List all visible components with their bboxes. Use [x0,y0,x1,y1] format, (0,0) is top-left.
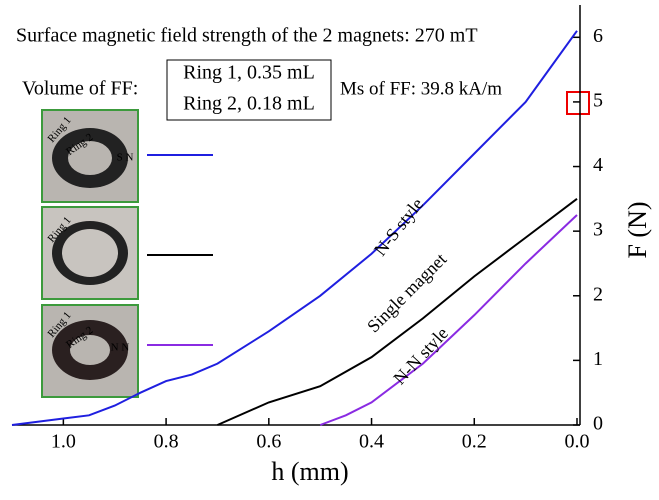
annotation: Ring 2, 0.18 mL [183,93,315,115]
y-tick-label: 1 [593,348,603,370]
highlight-box [566,91,590,115]
x-tick-label: 1.0 [51,431,76,453]
y-tick-label: 6 [593,25,603,47]
y-tick-label: 5 [593,90,603,112]
x-tick-label: 0.8 [154,431,179,453]
x-tick-label: 0.0 [565,431,590,453]
x-tick-label: 0.6 [256,431,281,453]
volume-box [166,59,332,121]
annotation: Surface magnetic field strength of the 2… [16,25,478,47]
y-tick-label: 0 [593,413,603,435]
data-line [319,214,578,426]
x-axis-label: h (mm) [271,457,348,486]
y-tick-label: 3 [593,219,603,241]
x-tick-label: 0.2 [462,431,487,453]
data-line [11,30,578,426]
series-label: N-N style [389,323,452,388]
annotation: Volume of FF: [22,78,138,100]
y-tick-label: 2 [593,283,603,305]
annotation: Ms of FF: 39.8 kA/m [340,78,502,99]
x-tick-label: 0.4 [359,431,384,453]
y-axis-label: F (N) [623,201,652,258]
annotation: Ring 1, 0.35 mL [183,62,315,84]
photo-label: N N [111,342,130,354]
photo-label: S N [117,152,134,164]
data-line [217,198,578,426]
series-label: N-S style [370,194,427,260]
photos [41,109,139,398]
y-tick-label: 4 [593,154,603,176]
